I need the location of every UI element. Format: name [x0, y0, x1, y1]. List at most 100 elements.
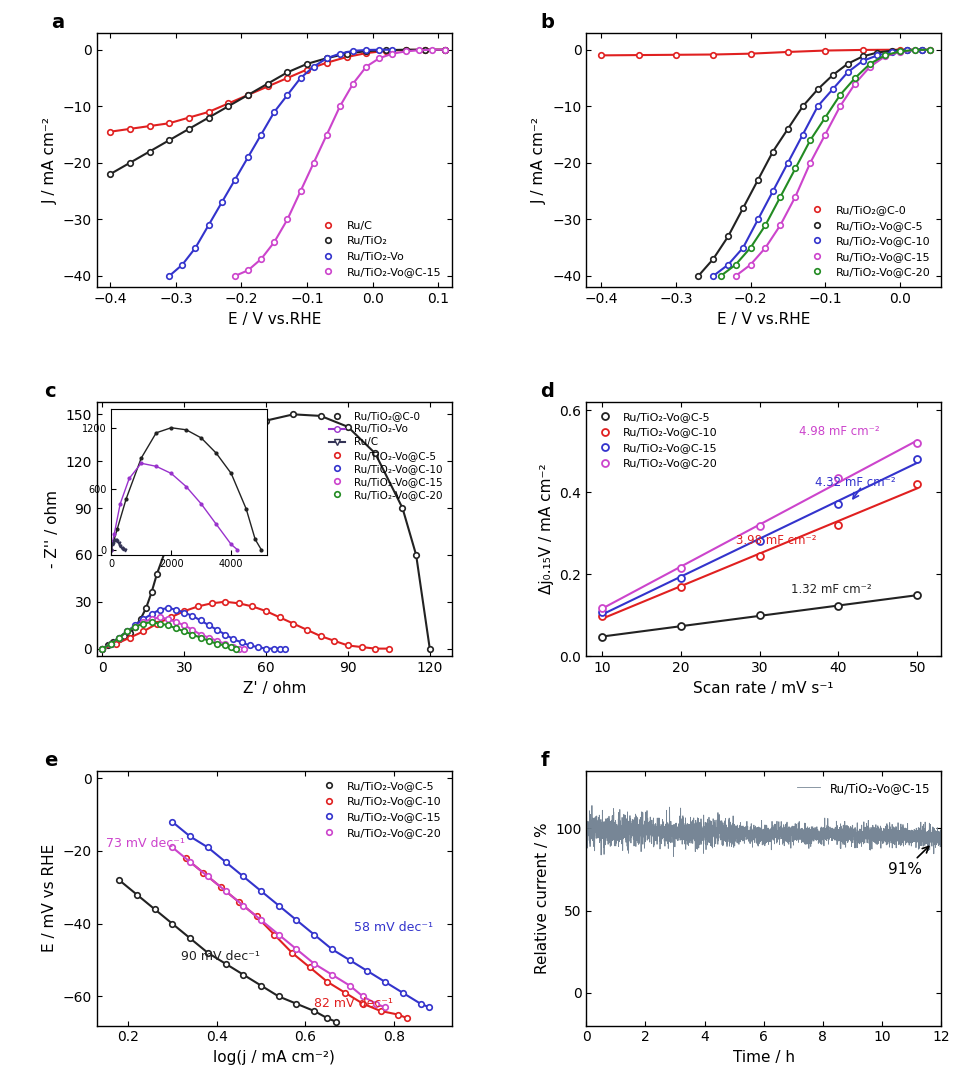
Ru/TiO₂-Vo	[307, 60, 319, 73]
Text: 1.32 mF cm⁻²: 1.32 mF cm⁻²	[791, 583, 871, 596]
Ru/TiO₂-Vo	[268, 106, 280, 119]
Ru/TiO₂-Vo@C-20	[833, 88, 845, 101]
Ru/C	[340, 50, 352, 63]
Ru/TiO₂-Vo@C-5	[165, 611, 176, 624]
Ru/TiO₂-Vo@C-10	[706, 269, 718, 283]
Ru/TiO₂-Vo@C-10	[374, 1005, 386, 1018]
Ru/TiO₂-Vo@C-20	[803, 134, 815, 147]
Ru/TiO₂-Vo@C-5	[692, 269, 703, 283]
Ru/TiO₂-Vo@C-15	[220, 855, 232, 868]
Ru/TiO₂-Vo@C-15	[347, 77, 359, 91]
Text: f: f	[540, 751, 548, 770]
Ru/TiO₂-Vo@C-5	[260, 604, 271, 618]
Ru/TiO₂-Vo@C-20	[211, 637, 223, 650]
Text: d: d	[540, 382, 553, 400]
Ru/TiO₂-Vo@C-10	[674, 580, 686, 594]
Ru/TiO₂-Vo@C-20	[162, 619, 173, 632]
Ru/TiO₂-Vo@C-5	[237, 968, 249, 981]
Ru/TiO₂-Vo@C-20	[129, 620, 141, 633]
Ru/TiO₂-Vo@C-15	[360, 60, 372, 73]
Ru/TiO₂-Vo	[163, 269, 174, 283]
Ru/C	[242, 88, 254, 101]
Ru/C	[105, 125, 116, 139]
Ru/TiO₂-Vo@C-15	[789, 190, 800, 203]
Ru/TiO₂-Vo@C-15	[744, 259, 756, 272]
Ru/TiO₂-Vo@C-15	[423, 1000, 435, 1014]
Ru/TiO₂-Vo@C-5	[871, 46, 883, 59]
Ru/TiO₂-Vo	[255, 128, 266, 141]
Ru/TiO₂-Vo@C-5	[151, 618, 163, 631]
Ru/TiO₂-Vo@C-15	[229, 269, 240, 283]
Ru/TiO₂-Vo@C-5	[766, 145, 778, 158]
Ru/TiO₂-Vo@C-20	[105, 637, 116, 650]
Line: Ru/TiO₂-Vo@C-5: Ru/TiO₂-Vo@C-5	[100, 599, 391, 651]
Ru/TiO₂-Vo@C-15	[138, 615, 149, 628]
Ru/TiO₂-Vo@C-15	[934, 840, 946, 853]
Ru/TiO₂-Vo@C-15	[154, 611, 166, 624]
Y-axis label: Δj₀.₁₅V / mA cm⁻²: Δj₀.₁₅V / mA cm⁻²	[539, 464, 553, 595]
Ru/TiO₂-Vo@C-10	[268, 928, 280, 942]
Ru/TiO₂-Vo@C-20	[774, 190, 786, 203]
Ru/TiO₂-Vo@C-10	[286, 946, 297, 959]
Ru/TiO₂-Vo@C-5	[596, 631, 608, 644]
Ru/TiO₂-Vo@C-10	[811, 99, 823, 112]
Text: b: b	[540, 13, 553, 32]
Ru/TiO₂-Vo@C-5	[736, 202, 748, 215]
Ru/TiO₂-Vo@C-5	[753, 609, 765, 622]
Ru/TiO₂-Vo	[203, 218, 214, 231]
Ru/TiO₂@C-0	[124, 626, 136, 639]
Ru/TiO₂-Vo@C-15	[819, 128, 830, 141]
Ru/C	[163, 117, 174, 130]
Line: Ru/TiO₂-Vo@C-5: Ru/TiO₂-Vo@C-5	[598, 591, 920, 640]
Ru/TiO₂-Vo@C-20	[357, 990, 368, 1003]
Ru/TiO₂@C-0	[205, 452, 217, 465]
Line: Ru/TiO₂@C-0: Ru/TiO₂@C-0	[100, 411, 432, 651]
Ru/C	[143, 120, 155, 133]
Ru/TiO₂-Vo@C-10	[401, 1011, 413, 1024]
Ru/TiO₂-Vo@C-15	[795, 826, 806, 839]
Ru/TiO₂-Vo@C-15	[186, 623, 198, 636]
Ru/TiO₂-Vo@C-10	[195, 614, 206, 627]
Line: Ru/TiO₂-Vo@C-15: Ru/TiO₂-Vo@C-15	[170, 819, 432, 1010]
Ru/TiO₂@C-0	[108, 636, 119, 649]
Ru/TiO₂@C-0	[410, 549, 422, 562]
Ru/TiO₂-Vo@C-20	[145, 615, 157, 628]
Ru/TiO₂-Vo@C-20	[220, 885, 232, 898]
Ru/TiO₂-Vo@C-15	[399, 45, 411, 58]
Ru/TiO₂-Vo@C-10	[186, 609, 198, 622]
Ru/TiO₂-Vo@C-20	[237, 899, 249, 912]
Ru/TiO₂-Vo@C-15	[439, 44, 451, 57]
Ru/TiO₂-Vo@C-20	[178, 625, 190, 638]
Ru/TiO₂-Vo@C-15	[774, 218, 786, 231]
Ru/TiO₂	[124, 156, 136, 169]
Ru/TiO₂-Vo@C-10	[215, 880, 227, 894]
Legend: Ru/TiO₂-Vo@C-5, Ru/TiO₂-Vo@C-10, Ru/TiO₂-Vo@C-15, Ru/TiO₂-Vo@C-20: Ru/TiO₂-Vo@C-5, Ru/TiO₂-Vo@C-10, Ru/TiO₂…	[591, 407, 722, 473]
Ru/TiO₂-Vo	[373, 44, 385, 57]
Ru/TiO₂-Vo@C-15	[97, 643, 109, 656]
Ru/TiO₂-Vo@C-5	[287, 618, 298, 631]
Ru/TiO₂-Vo@C-10	[826, 83, 837, 96]
Ru/C	[419, 44, 430, 57]
Ru/TiO₂-Vo@C-15	[203, 631, 214, 644]
Line: Ru/TiO₂-Vo@C-5: Ru/TiO₂-Vo@C-5	[695, 47, 924, 279]
Ru/TiO₂-Vo@C-20	[195, 631, 206, 644]
Ru/TiO₂-Vo@C-5	[291, 997, 302, 1010]
Ru/TiO₂-Vo@C-5	[301, 623, 313, 636]
Ru/TiO₂-Vo@C-10	[268, 643, 280, 656]
Ru/TiO₂	[439, 44, 451, 57]
Ru/TiO₂-Vo@C-5	[751, 173, 763, 187]
Text: 4.98 mF cm⁻²: 4.98 mF cm⁻²	[798, 424, 879, 437]
Ru/TiO₂-Vo@C-5	[272, 990, 284, 1003]
Ru/TiO₂-Vo@C-10	[722, 259, 734, 272]
Ru/TiO₂-Vo@C-10	[260, 643, 271, 656]
Ru/TiO₂-Vo@C-20	[674, 562, 686, 575]
Ru/TiO₂-Vo@C-10	[339, 986, 351, 999]
Y-axis label: J / mA cm⁻²: J / mA cm⁻²	[43, 117, 57, 204]
Ru/TiO₂-Vo@C-20	[308, 957, 320, 970]
Ru/TiO₂-Vo@C-15	[878, 50, 890, 63]
Ru/TiO₂-Vo@C-15	[759, 241, 770, 254]
Ru/TiO₂-Vo@C-10	[831, 518, 843, 531]
Line: Ru/C: Ru/C	[108, 47, 448, 134]
Ru/TiO₂-Vo@C-5	[138, 625, 149, 638]
Ru/TiO₂@C-0	[670, 48, 681, 61]
